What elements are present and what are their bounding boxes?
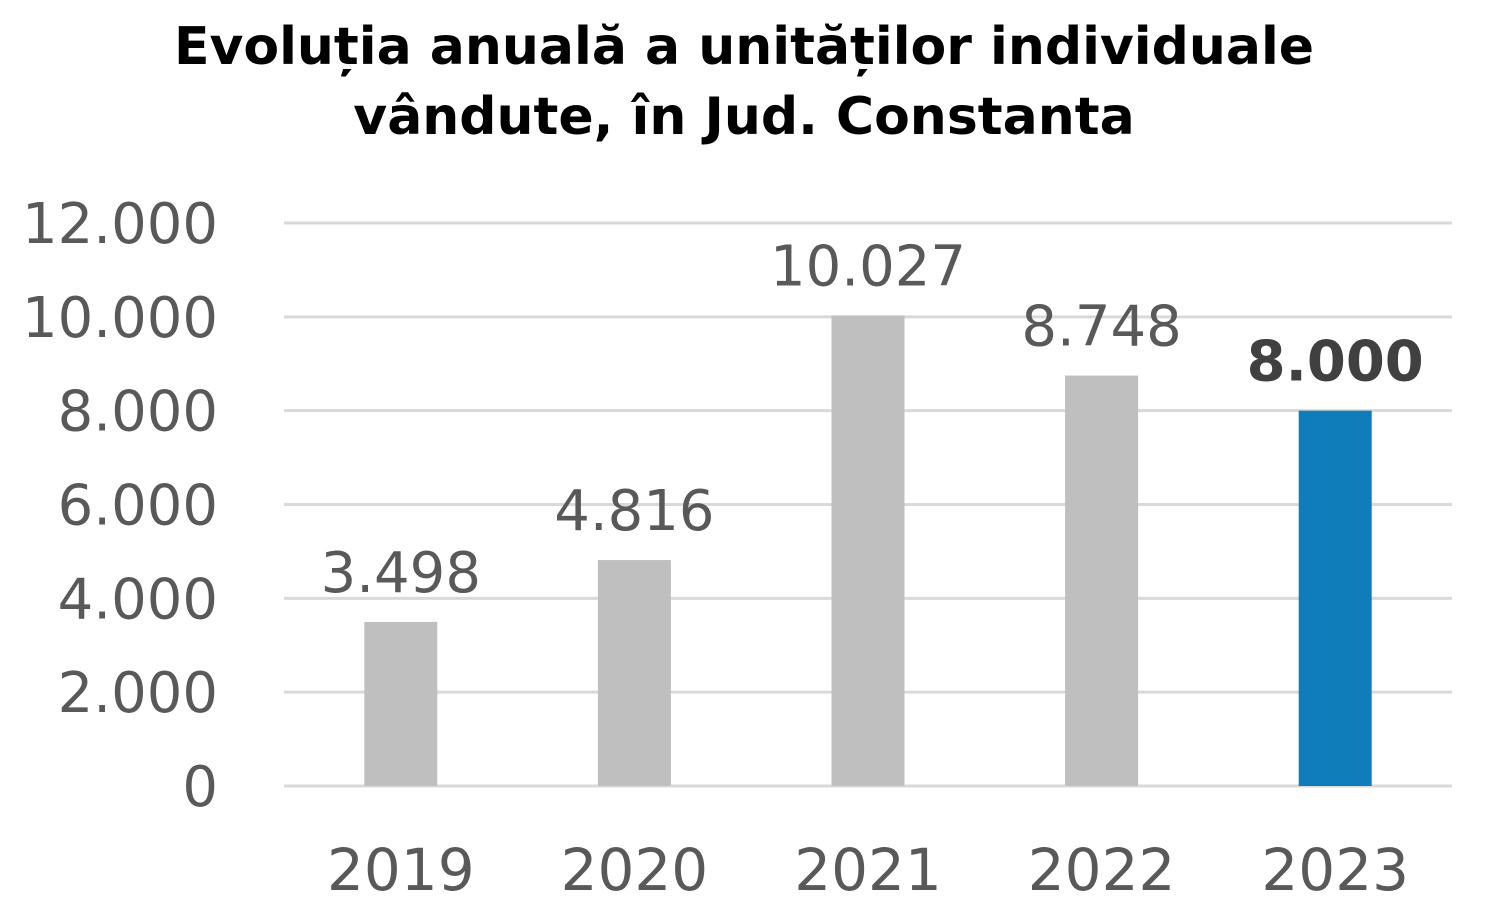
- x-tick-label: 2023: [1261, 836, 1409, 904]
- y-tick-label: 4.000: [58, 567, 218, 632]
- bar-2022: [1065, 375, 1139, 786]
- data-label: 8.748: [1021, 295, 1181, 360]
- chart-title-line-1: Evoluția anuală a unităților individuale: [173, 17, 1315, 77]
- x-tick-label: 2022: [1028, 836, 1176, 904]
- chart-title-line-2: vândute, în Jud. Constanta: [353, 87, 1135, 147]
- data-label: 3.498: [321, 541, 481, 606]
- bar-2021: [831, 315, 905, 786]
- x-tick-label: 2020: [561, 836, 709, 904]
- chart-title: Evoluția anuală a unităților individuale…: [0, 12, 1488, 152]
- bar-2023: [1298, 410, 1372, 786]
- bar-2019: [364, 621, 438, 786]
- data-label: 4.816: [554, 479, 714, 544]
- bar-2020: [597, 560, 671, 786]
- x-tick-label: 2021: [794, 836, 942, 904]
- y-tick-label: 8.000: [58, 380, 218, 445]
- y-tick-label: 2.000: [58, 661, 218, 726]
- data-label: 10.027: [770, 235, 966, 300]
- x-tick-label: 2019: [327, 836, 475, 904]
- y-tick-label: 0: [182, 755, 218, 820]
- y-tick-label: 12.000: [22, 192, 218, 257]
- y-tick-label: 6.000: [58, 474, 218, 539]
- y-tick-label: 10.000: [22, 286, 218, 351]
- data-label: 8.000: [1247, 330, 1424, 395]
